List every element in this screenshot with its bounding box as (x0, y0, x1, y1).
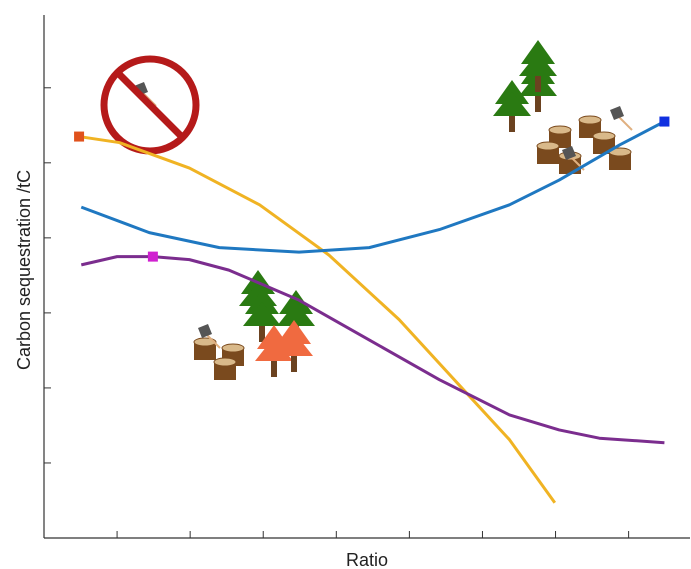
series-line (78, 135, 557, 504)
point-marker (74, 131, 85, 142)
series-line (80, 120, 666, 254)
point-marker (659, 116, 670, 127)
point-marker (147, 251, 158, 262)
x-axis-label: Ratio (346, 550, 388, 569)
series-line (80, 255, 665, 445)
illustrations (100, 40, 633, 381)
y-axis-label: Carbon sequestration /tC (14, 170, 34, 370)
